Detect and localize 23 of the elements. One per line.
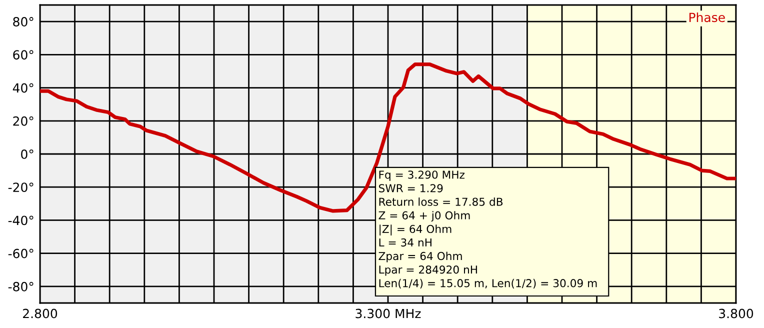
line-series <box>40 62 736 213</box>
y-tick-label: -20° <box>8 182 34 192</box>
annotation: Z = 64 + j0 Ohm <box>378 211 470 222</box>
annotation: |Z| = 64 Ohm <box>380 224 452 236</box>
y-tick-label: 80° <box>13 17 34 26</box>
x-tick-label: 3.800 <box>719 308 754 318</box>
y-tick-label: -80° <box>8 282 34 292</box>
annotation: Return loss = 17.85 dB <box>379 198 503 206</box>
text: Phase <box>689 12 725 22</box>
y-tick-label: 20° <box>13 116 34 126</box>
annotation: Fq = 3.290 MHz <box>379 170 464 181</box>
annotation: SWR = 1.29 <box>378 184 443 192</box>
annotation: Len(1/4) = 15.05 m, Len(1/2) = 30.09 m <box>379 278 597 289</box>
x-tick-label: 3.300 MHz <box>356 308 421 318</box>
y-tick-label: 60° <box>13 50 34 60</box>
y-tick-label: -40° <box>8 216 34 226</box>
annotation: L = 34 nH <box>379 238 432 247</box>
x-tick-label: 2.800 <box>23 308 58 318</box>
annotation: Lpar = 284920 nH <box>379 265 477 276</box>
annotation: Zpar = 64 Ohm <box>378 252 462 262</box>
y-tick-label: 0° <box>21 149 34 159</box>
y-tick-label: -60° <box>8 248 34 258</box>
y-tick-label: 40° <box>12 83 34 93</box>
